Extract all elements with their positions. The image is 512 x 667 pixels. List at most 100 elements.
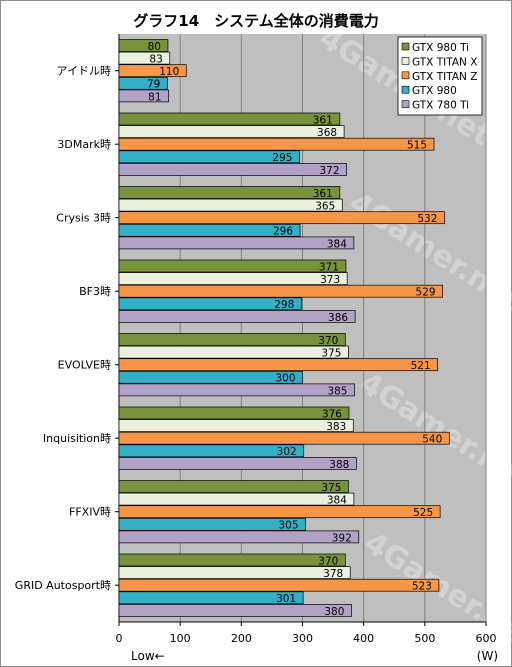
data-label: 110 <box>159 66 179 78</box>
data-label: 385 <box>327 385 347 397</box>
bar <box>118 578 440 592</box>
data-label: 386 <box>328 312 348 324</box>
bar <box>118 457 357 470</box>
data-label: 532 <box>417 213 437 225</box>
data-label: 529 <box>416 287 436 299</box>
data-label: 515 <box>407 140 427 152</box>
bar <box>118 272 348 285</box>
bar <box>118 211 445 225</box>
legend-swatch <box>401 100 410 108</box>
data-label: 383 <box>326 421 346 433</box>
data-label: 305 <box>279 520 299 532</box>
category-label: Inquisition時 <box>43 432 111 445</box>
bar <box>118 76 168 90</box>
bar <box>118 492 355 506</box>
bar <box>118 223 301 237</box>
x-tick-label: 200 <box>231 632 252 645</box>
bar <box>118 604 352 617</box>
category-label: GRID Autosport時 <box>15 579 111 592</box>
category-label: 3DMark時 <box>57 138 111 151</box>
data-label: 392 <box>332 532 352 544</box>
x-tick-label: 0 <box>116 632 123 645</box>
category-label: BF3時 <box>79 285 111 298</box>
legend-swatch <box>401 71 410 80</box>
data-label: 370 <box>318 335 338 347</box>
bar <box>118 150 300 164</box>
bar <box>118 591 304 605</box>
data-label: 368 <box>317 127 337 139</box>
legend-label: GTX 980 Ti <box>412 42 469 54</box>
category-label: アイドル時 <box>57 65 111 78</box>
data-label: 373 <box>320 274 340 286</box>
legend: GTX 980 Ti GTX TITAN X GTX TITAN Z GTX 980 G… <box>397 36 483 116</box>
data-label: 375 <box>321 348 341 360</box>
bar <box>118 259 347 273</box>
x-tick-label: 400 <box>353 632 374 645</box>
chart-title: グラフ14 システム全体の消費電力 <box>133 12 379 30</box>
data-label: 380 <box>324 606 344 618</box>
bar <box>118 163 347 176</box>
bar <box>118 370 303 384</box>
data-label: 375 <box>321 482 341 494</box>
bar <box>118 125 345 138</box>
bar <box>118 186 341 199</box>
data-label: 296 <box>273 226 293 238</box>
legend-label: GTX TITAN X <box>412 56 477 68</box>
legend-swatch <box>401 85 410 94</box>
x-axis-low-label: Low← <box>131 649 165 663</box>
data-label: 300 <box>275 373 295 385</box>
bar <box>118 345 349 359</box>
category-label: Crysis 3時 <box>56 212 111 225</box>
data-label: 298 <box>274 299 294 311</box>
bar <box>118 358 439 372</box>
category-label: FFXIV時 <box>69 506 111 519</box>
data-label: 370 <box>318 555 338 567</box>
data-label: 388 <box>329 459 349 471</box>
data-label: 80 <box>148 41 161 53</box>
bar <box>118 517 306 531</box>
data-label: 376 <box>322 408 342 420</box>
data-label: 540 <box>422 434 442 446</box>
data-label: 361 <box>313 188 333 200</box>
bar <box>118 333 346 346</box>
bar <box>118 383 355 397</box>
data-label: 384 <box>327 495 347 507</box>
x-tick-label: 600 <box>476 632 497 645</box>
data-label: 365 <box>315 201 335 213</box>
x-tick-label: 100 <box>170 632 191 645</box>
data-label: 384 <box>327 238 347 250</box>
bar <box>118 444 305 458</box>
bar <box>118 297 302 311</box>
legend-label: GTX TITAN Z <box>412 71 477 83</box>
data-label: 372 <box>319 165 339 177</box>
bar <box>118 39 169 52</box>
data-label: 81 <box>148 91 161 103</box>
legend-swatch <box>401 42 410 51</box>
data-label: 79 <box>147 79 160 91</box>
bar <box>118 137 435 151</box>
bar <box>118 89 169 103</box>
bar <box>118 284 443 298</box>
bar <box>118 236 355 250</box>
legend-box <box>397 36 483 116</box>
bar <box>118 112 341 126</box>
legend-swatch <box>401 57 410 65</box>
data-label: 525 <box>413 507 433 519</box>
data-label: 378 <box>323 568 343 580</box>
legend-label: GTX 780 Ti <box>412 100 469 112</box>
data-label: 521 <box>411 360 431 372</box>
x-tick-label: 500 <box>414 632 435 645</box>
bar <box>118 530 360 544</box>
data-label: 83 <box>149 54 162 66</box>
bar <box>118 431 450 445</box>
bar <box>118 566 351 579</box>
bar <box>118 406 350 420</box>
bar <box>118 480 349 493</box>
x-tick-label: 300 <box>292 632 313 645</box>
bar <box>118 310 356 323</box>
legend-label: GTX 980 <box>412 85 457 97</box>
data-label: 302 <box>277 446 297 458</box>
x-axis-unit-label: (W) <box>477 649 498 663</box>
bar <box>118 505 441 519</box>
